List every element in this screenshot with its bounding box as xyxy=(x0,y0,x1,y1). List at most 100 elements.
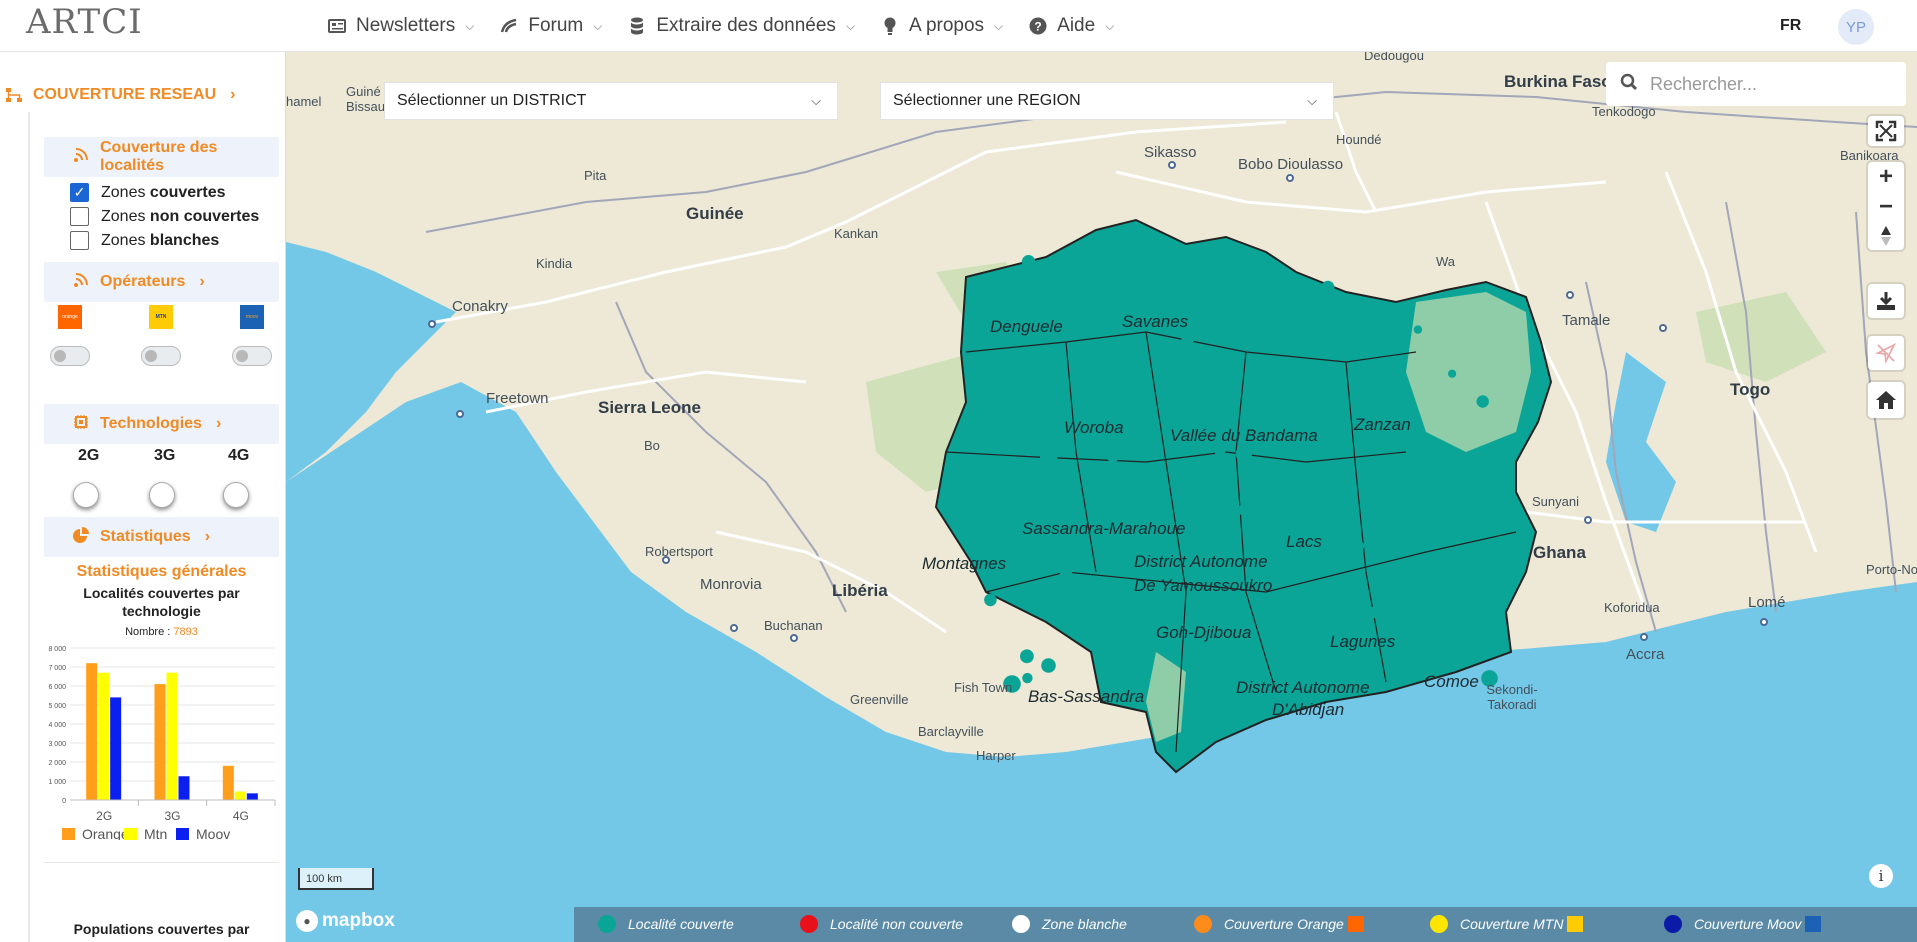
legend-item: Localité non couverte xyxy=(800,915,963,933)
compass-button[interactable] xyxy=(1880,222,1892,250)
toggle-moov[interactable] xyxy=(232,346,272,366)
map-label-city: Sikasso xyxy=(1144,144,1197,161)
search-box[interactable]: Rechercher... xyxy=(1606,62,1906,106)
checkbox-unchecked[interactable] xyxy=(70,231,89,250)
section-statistiques[interactable]: Statistiques › xyxy=(44,517,279,557)
chart-legend-swatch xyxy=(62,828,75,841)
chart-bar xyxy=(86,663,98,800)
map-label-region: District Autonome xyxy=(1134,552,1268,571)
zoom-in-button[interactable]: + xyxy=(1878,163,1893,190)
legend-dot xyxy=(1430,915,1448,933)
map-label-city: Lomé xyxy=(1748,594,1786,611)
zoom-out-button[interactable]: − xyxy=(1878,193,1893,220)
checkbox-zones-couvertes[interactable]: ✓ Zones couvertes xyxy=(70,183,226,202)
chart-y-tick: 8 000 xyxy=(48,646,66,653)
disabled-location-button[interactable] xyxy=(1868,336,1904,370)
home-icon xyxy=(1876,391,1896,409)
section-technologies[interactable]: Technologies › xyxy=(44,404,279,444)
region-select[interactable]: Sélectionner une REGION ⌵ xyxy=(880,82,1334,120)
tech-label-4g: 4G xyxy=(228,447,250,464)
map-label-city: Pita xyxy=(584,168,607,183)
couverture-reseau-title[interactable]: COUVERTURE RESEAU › xyxy=(5,86,235,104)
chart-legend-swatch xyxy=(124,828,137,841)
map-label-city: Tamale xyxy=(1562,312,1611,329)
legend-item: Couverture Moov xyxy=(1664,915,1822,933)
stat-population-title: Populations couvertes par xyxy=(73,921,250,937)
map-label-city: Freetown xyxy=(486,390,549,407)
checkbox-zones-non-couvertes[interactable]: Zones non couvertes xyxy=(70,207,259,226)
language-switch[interactable]: FR xyxy=(1780,17,1802,34)
legend-label: Zone blanche xyxy=(1042,916,1127,932)
map-label-city: Robertsport xyxy=(645,544,713,559)
nav-extraire-donnees[interactable]: Extraire des données ⌵ xyxy=(628,15,855,37)
database-icon xyxy=(628,17,646,35)
chevron-down-icon: ⌵ xyxy=(1307,93,1317,108)
chevron-down-icon: ⌵ xyxy=(994,18,1004,33)
download-button[interactable] xyxy=(1868,284,1904,318)
map-label-region: D'Abidjan xyxy=(1272,700,1345,719)
map-label-city: Tenkodogo xyxy=(1592,104,1656,119)
avatar[interactable]: YP xyxy=(1838,9,1874,45)
chart-bar xyxy=(178,776,190,800)
legend-item: Couverture Orange xyxy=(1194,915,1364,933)
download-icon xyxy=(1877,292,1895,310)
map-label-country: Burkina Faso xyxy=(1504,72,1612,91)
tech-label-3g: 3G xyxy=(154,447,176,464)
fullscreen-button[interactable] xyxy=(1868,116,1904,146)
section-title: Couverture des localités xyxy=(100,139,218,174)
nav-label: Extraire des données xyxy=(656,15,836,36)
divider xyxy=(44,862,279,863)
artci-logo[interactable]: ARTCI xyxy=(26,5,150,48)
nav-newsletters[interactable]: Newsletters ⌵ xyxy=(328,15,474,37)
map-label-region: Montagnes xyxy=(922,554,1007,573)
section-localites[interactable]: Couverture des localités xyxy=(44,137,279,177)
radio-4g[interactable] xyxy=(223,482,249,508)
checkbox-bold: couvertes xyxy=(149,183,226,201)
map-label-city: Sunyani xyxy=(1532,494,1579,509)
mapbox-icon: ● xyxy=(296,910,318,932)
checkbox-unchecked[interactable] xyxy=(70,207,89,226)
chart-legend-swatch xyxy=(176,828,189,841)
legend-label: Couverture Moov xyxy=(1694,916,1802,932)
mtn-logo: MTN xyxy=(149,305,173,329)
legend-item: Localité couverte xyxy=(598,915,734,933)
checkbox-zones-blanches[interactable]: Zones blanches xyxy=(70,231,219,250)
chart-y-tick: 5 000 xyxy=(48,703,66,710)
radio-2g[interactable] xyxy=(73,482,99,508)
chevron-down-icon: ⌵ xyxy=(465,18,475,33)
nav-aide[interactable]: ? Aide ⌵ xyxy=(1029,15,1114,37)
district-select[interactable]: Sélectionner un DISTRICT ⌵ xyxy=(384,82,838,120)
search-input[interactable]: Rechercher... xyxy=(1650,73,1758,94)
toggle-mtn[interactable] xyxy=(141,346,181,366)
orange-logo-text: orange xyxy=(62,314,78,320)
toggle-orange[interactable] xyxy=(50,346,90,366)
info-button[interactable]: i xyxy=(1869,864,1893,888)
checkbox-checked[interactable]: ✓ xyxy=(70,183,89,202)
mapbox-logo[interactable]: ● mapbox xyxy=(296,910,395,932)
map-label-city: Houndé xyxy=(1336,132,1382,147)
chevron-right-icon: › xyxy=(199,273,205,290)
chart-bar xyxy=(246,793,258,800)
map-canvas[interactable]: Burkina Faso Guinée Sierra Leone Ghana T… xyxy=(286,52,1917,942)
mapbox-label: mapbox xyxy=(322,910,395,931)
map-label-city: Kankan xyxy=(834,226,879,241)
section-operateurs[interactable]: Opérateurs › xyxy=(44,262,279,302)
map-label-city: Banikoara xyxy=(1840,148,1899,163)
location-off-icon xyxy=(1875,342,1897,364)
mtn-logo-text: MTN xyxy=(155,314,167,320)
forum-icon xyxy=(500,17,518,35)
home-button[interactable] xyxy=(1868,382,1904,418)
stat-count-value: 7893 xyxy=(173,626,198,638)
chevron-right-icon: › xyxy=(215,415,222,432)
svg-text:?: ? xyxy=(1034,20,1041,34)
radio-3g[interactable] xyxy=(149,482,175,508)
region-select-value: Sélectionner une REGION xyxy=(893,92,1081,109)
chart-legend-label: Mtn xyxy=(144,826,167,840)
nav-a-propos[interactable]: A propos ⌵ xyxy=(881,15,1003,37)
nav-forum[interactable]: Forum ⌵ xyxy=(500,15,602,37)
legend-label: Localité non couverte xyxy=(830,916,964,932)
stat-chart-title: Localités couvertes par technologie xyxy=(83,585,240,619)
map-label-region: Sassandra-Marahoue xyxy=(1022,519,1186,538)
map-label-city: Bobo Dioulasso xyxy=(1238,156,1344,173)
chart-y-tick: 1 000 xyxy=(48,779,66,786)
